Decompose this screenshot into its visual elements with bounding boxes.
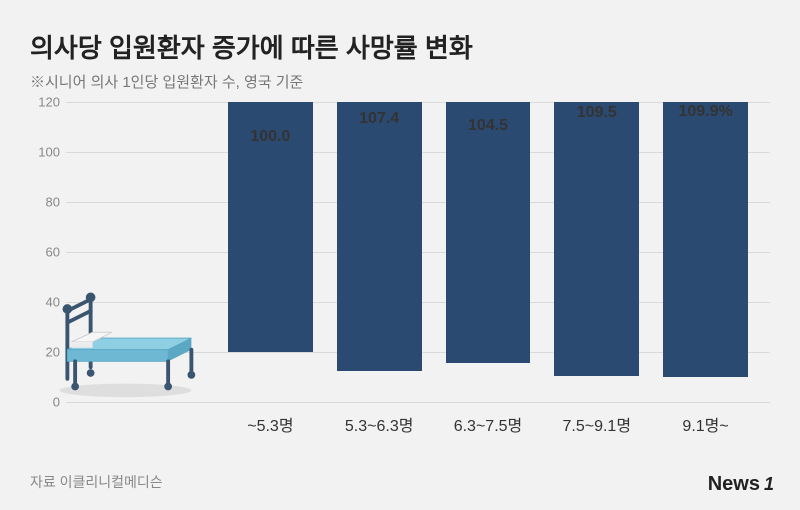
bar <box>337 102 422 371</box>
news1-logo: News 1 <box>708 473 774 496</box>
y-tick-label: 120 <box>30 95 60 110</box>
x-tick-label: 9.1명~ <box>651 402 760 442</box>
bar-value-label: 107.4 <box>359 110 399 128</box>
y-tick-label: 100 <box>30 145 60 160</box>
x-tick-label: 6.3~7.5명 <box>434 402 543 442</box>
y-tick-label: 60 <box>30 245 60 260</box>
x-tick-label: 7.5~9.1명 <box>542 402 651 442</box>
chart-subtitle: ※시니어 의사 1인당 입원환자 수, 영국 기준 <box>30 71 770 92</box>
bar-value-label: 109.9% <box>678 103 732 121</box>
x-tick-label: 5.3~6.3명 <box>325 402 434 442</box>
bar <box>446 102 531 363</box>
bar-value-label: 109.5 <box>577 104 617 122</box>
bar-group: 107.4 <box>325 102 434 402</box>
x-tick-label: ~5.3명 <box>216 402 325 442</box>
bar <box>554 102 639 376</box>
bar-group: 109.5 <box>542 102 651 402</box>
chart-title: 의사당 입원환자 증가에 따른 사망률 변화 <box>30 28 770 65</box>
source-label: 자료 이클리니컬메디슨 <box>30 472 163 492</box>
bar-group: 100.0 <box>216 102 325 402</box>
x-axis-labels: ~5.3명5.3~6.3명6.3~7.5명7.5~9.1명9.1명~ <box>216 402 760 442</box>
bar-value-label: 104.5 <box>468 117 508 135</box>
bar-group: 109.9% <box>651 102 760 402</box>
bar-value-label: 100.0 <box>250 128 290 146</box>
bars-container: 100.0 107.4 104.5 109.5 109.9% <box>216 102 760 402</box>
y-tick-label: 80 <box>30 195 60 210</box>
logo-suffix: 1 <box>764 474 774 495</box>
chart-area: 020406080100120 100.0107.4104.5109.5109.… <box>30 102 770 442</box>
bar <box>663 102 748 377</box>
bar-group: 104.5 <box>434 102 543 402</box>
hospital-bed-icon <box>48 280 203 400</box>
logo-text: News <box>708 473 760 496</box>
